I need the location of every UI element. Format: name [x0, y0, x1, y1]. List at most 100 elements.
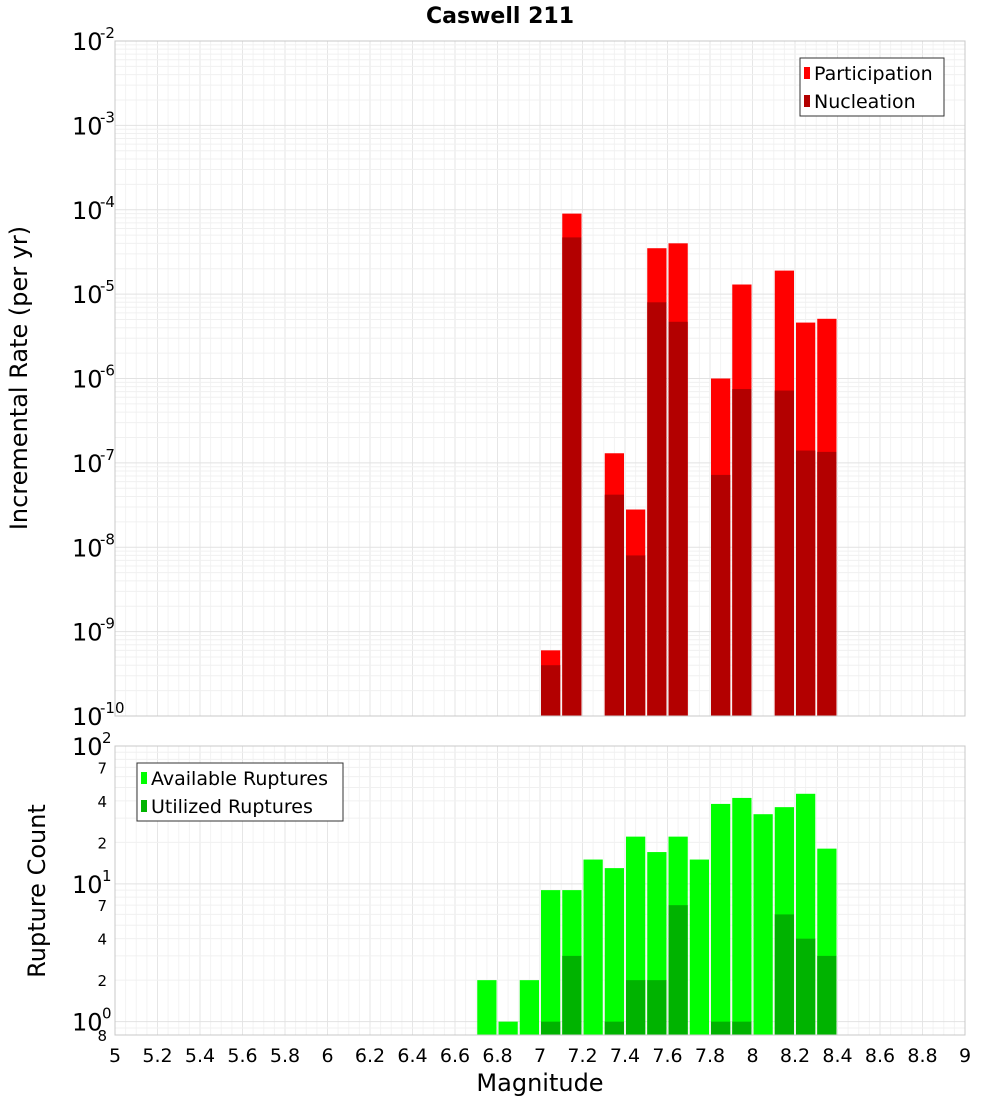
- bar: [604, 1021, 624, 1035]
- bar: [689, 859, 709, 1035]
- x-tick-label: 5.4: [185, 1045, 215, 1067]
- bar: [711, 803, 731, 1035]
- y-minor-tick-label: 2: [97, 972, 107, 990]
- bar: [647, 302, 667, 716]
- bar: [711, 474, 731, 716]
- y-tick-exponent: -3: [100, 108, 115, 126]
- x-tick-label: 6.8: [482, 1045, 512, 1067]
- x-tick-label: 7.6: [652, 1045, 682, 1067]
- bar: [519, 980, 539, 1035]
- legend-swatch: [141, 800, 147, 812]
- y-tick-label: 10: [72, 703, 103, 731]
- bar: [562, 955, 582, 1035]
- bar: [732, 797, 752, 1035]
- x-tick-label: 7: [534, 1045, 546, 1067]
- grid: [114, 41, 966, 717]
- bar: [796, 450, 816, 716]
- y-tick-exponent: -7: [100, 446, 115, 464]
- bar: [541, 1021, 561, 1035]
- plot-border: [114, 745, 966, 1036]
- bar: [541, 890, 561, 1035]
- bar: [774, 390, 794, 716]
- top-y-axis-label: Incremental Rate (per yr): [5, 226, 33, 530]
- x-tick-label: 6.2: [355, 1045, 385, 1067]
- y-tick-exponent: -5: [100, 277, 115, 295]
- x-tick-label: 9: [959, 1045, 971, 1067]
- y-tick-label: 10: [72, 197, 103, 225]
- y-tick-exponent: 1: [102, 867, 112, 885]
- chart-title: Caswell 211: [426, 4, 574, 29]
- legend-swatch: [141, 772, 147, 784]
- bar: [477, 980, 497, 1035]
- x-tick-label: 6.6: [440, 1045, 470, 1067]
- y-minor-tick-label: 7: [97, 897, 107, 915]
- x-tick-label: 5: [109, 1045, 121, 1067]
- legend: Available Ruptures Utilized Ruptures: [136, 762, 344, 822]
- bar: [541, 665, 561, 716]
- bar: [647, 980, 667, 1035]
- top-panel: 10-1010-910-810-710-610-510-410-310-2Par…: [72, 24, 966, 731]
- bar: [817, 955, 837, 1035]
- bar: [668, 321, 688, 716]
- y-tick-label: 10: [72, 871, 103, 899]
- x-tick-label: 8: [746, 1045, 758, 1067]
- legend-box: [136, 762, 344, 822]
- y-tick-exponent: -2: [100, 24, 115, 42]
- bar: [668, 905, 688, 1035]
- y-tick-exponent: 0: [102, 1005, 112, 1023]
- legend-label: Participation: [814, 63, 933, 85]
- legend-label: Available Ruptures: [151, 768, 328, 790]
- legend-swatch: [804, 67, 810, 79]
- x-tick-label: 7.2: [567, 1045, 597, 1067]
- x-axis-ticks: 5 5.2 5.4 5.6 5.8 6 6.2 6.4 6.6 6.8 7 7.2 7.4 7.6 7.8 8…: [109, 1045, 971, 1067]
- x-tick-label: 8.8: [907, 1045, 937, 1067]
- y-tick-label: 10: [72, 733, 103, 761]
- y-tick-label: 10: [72, 1009, 103, 1037]
- bar: [498, 1021, 518, 1035]
- y-tick-label: 10: [72, 112, 103, 140]
- legend: Participation Nucleation: [799, 57, 945, 117]
- y-minor-tick-label: 2: [97, 834, 107, 852]
- bar: [604, 494, 624, 716]
- bar: [817, 451, 837, 716]
- x-tick-label: 7.8: [695, 1045, 725, 1067]
- bar: [774, 914, 794, 1035]
- y-tick-exponent: -4: [100, 193, 115, 211]
- y-tick-label: 10: [72, 619, 103, 647]
- bar: [796, 938, 816, 1035]
- x-tick-label: 7.4: [610, 1045, 640, 1067]
- y-tick-label: 10: [72, 28, 103, 56]
- x-tick-label: 8.2: [780, 1045, 810, 1067]
- bar: [626, 980, 646, 1035]
- bar: [732, 389, 752, 716]
- legend-swatch: [804, 95, 810, 107]
- bottom-y-axis-label: Rupture Count: [23, 804, 51, 978]
- y-minor-tick-label: 4: [97, 793, 107, 811]
- x-tick-label: 5.8: [270, 1045, 300, 1067]
- y-tick-exponent: -10: [100, 699, 125, 717]
- y-minor-tick-label: 8: [97, 1027, 107, 1045]
- x-tick-label: 8.4: [822, 1045, 852, 1067]
- y-tick-exponent: -8: [100, 530, 115, 548]
- bar: [711, 1021, 731, 1035]
- y-tick-label: 10: [72, 281, 103, 309]
- x-tick-label: 5.2: [142, 1045, 172, 1067]
- legend-box: [799, 57, 945, 117]
- legend-label: Utilized Ruptures: [151, 796, 313, 818]
- legend-label: Nucleation: [814, 91, 916, 113]
- bar: [753, 814, 773, 1035]
- x-tick-label: 8.6: [865, 1045, 895, 1067]
- x-tick-label: 5.6: [227, 1045, 257, 1067]
- x-tick-label: 6.4: [397, 1045, 427, 1067]
- y-tick-label: 10: [72, 366, 103, 394]
- x-axis-label: Magnitude: [476, 1069, 603, 1097]
- y-minor-tick-label: 7: [97, 759, 107, 777]
- y-tick-label: 10: [72, 450, 103, 478]
- series-nucleation: [541, 237, 837, 716]
- y-minor-tick-label: 4: [97, 931, 107, 949]
- bar: [732, 1021, 752, 1035]
